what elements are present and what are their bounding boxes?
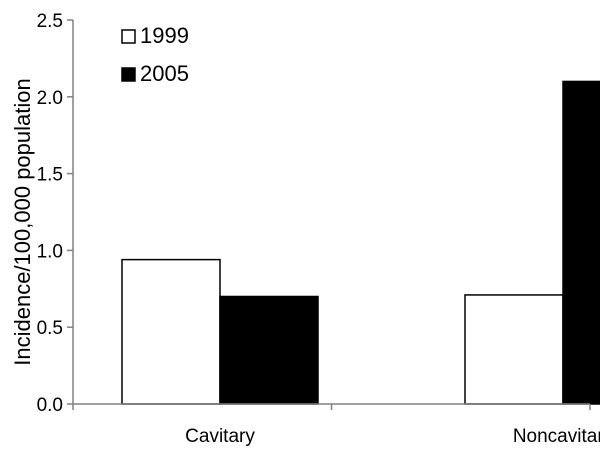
bar-noncavitary-2005 bbox=[562, 80, 600, 405]
y-tick-label: 0.5 bbox=[37, 318, 63, 339]
y-tick-label: 2.5 bbox=[37, 11, 63, 32]
legend: 1999 2005 bbox=[121, 23, 189, 86]
legend-label-1999: 1999 bbox=[140, 23, 189, 48]
bars-group bbox=[121, 80, 600, 405]
y-tick-label: 0.0 bbox=[37, 395, 63, 416]
bar-cavitary-2005 bbox=[219, 295, 319, 405]
x-tick-label-noncavitary: Noncavitary bbox=[513, 426, 600, 447]
y-axis-title: Incidence/100,000 population bbox=[10, 78, 35, 365]
y-tick-label: 1.0 bbox=[37, 241, 63, 262]
y-axis-ticks: 0.0 0.5 1.0 1.5 2.0 2.5 bbox=[37, 11, 73, 416]
legend-swatch-1999 bbox=[121, 29, 136, 44]
y-tick-label: 2.0 bbox=[37, 88, 63, 109]
legend-label-2005: 2005 bbox=[140, 61, 189, 86]
x-tick-label-cavitary: Cavitary bbox=[185, 426, 255, 447]
x-axis-ticks: Cavitary Noncavitary bbox=[72, 404, 600, 447]
bar-cavitary-1999 bbox=[121, 258, 221, 405]
legend-swatch-2005 bbox=[121, 67, 136, 82]
y-tick-label: 1.5 bbox=[37, 165, 63, 186]
bar-noncavitary-1999 bbox=[464, 294, 564, 405]
